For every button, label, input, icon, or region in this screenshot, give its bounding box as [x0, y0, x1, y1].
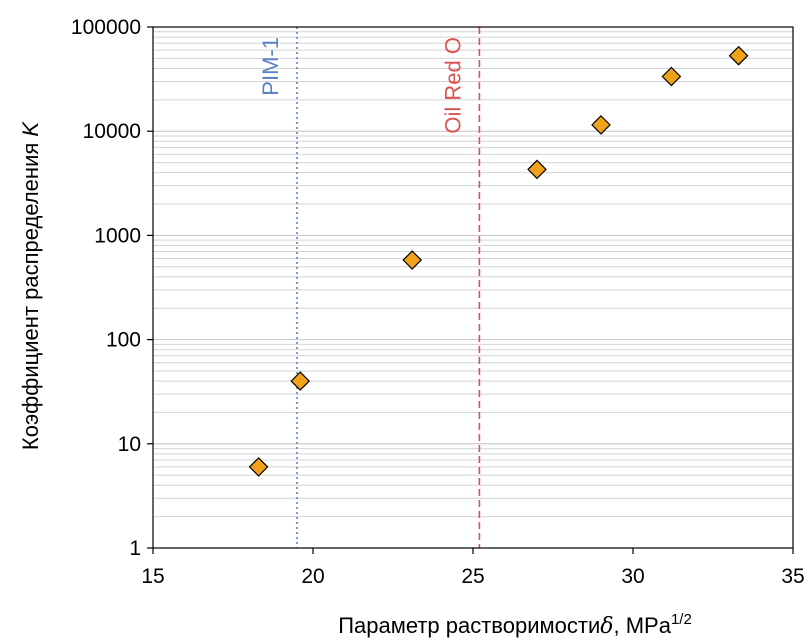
- reference-lines: PIM-1 Oil Red O: [258, 27, 481, 548]
- y-tick-label: 100000: [71, 16, 141, 39]
- data-point: [661, 66, 682, 87]
- y-tick-label: 100: [106, 329, 141, 352]
- y-axis-symbol: K: [18, 121, 43, 137]
- tick-labels: 15 20 25 30 35 1 10 100 1000 10000 100000: [71, 16, 805, 588]
- x-tick-label: 25: [461, 565, 484, 588]
- data-point: [248, 457, 269, 477]
- x-tick-label: 30: [621, 565, 644, 588]
- reference-line-label-2: Oil Red O: [440, 37, 465, 134]
- y-tick-label: 1: [129, 537, 141, 560]
- x-axis-title: Параметр растворимостиδ, MPa1/2: [338, 611, 692, 639]
- x-axis-unit: , MPa: [613, 613, 671, 638]
- axes: [152, 26, 794, 549]
- data-point: [402, 250, 423, 270]
- x-tick-label: 20: [301, 565, 324, 588]
- y-axis-title: Коэффициент распределения K: [18, 121, 43, 451]
- y-tick-label: 10: [118, 433, 141, 456]
- y-axis-title-text: Коэффициент распределения: [18, 143, 43, 450]
- grid-lines: [153, 31, 793, 518]
- data-point: [527, 159, 547, 180]
- y-tick-label: 10000: [83, 120, 141, 143]
- x-axis-unit-exponent: 1/2: [671, 611, 692, 628]
- data-point: [290, 371, 311, 391]
- x-axis-symbol: δ: [600, 614, 613, 639]
- y-tick-label: 1000: [94, 224, 141, 247]
- data-point: [728, 45, 749, 66]
- reference-line-label-1: PIM-1: [258, 37, 283, 96]
- data-points: [248, 45, 749, 477]
- plot-frame: [152, 26, 794, 549]
- data-point: [591, 115, 611, 135]
- x-tick-label: 35: [781, 565, 804, 588]
- x-axis-title-text: Параметр растворимости: [338, 613, 600, 638]
- x-tick-label: 15: [141, 565, 164, 588]
